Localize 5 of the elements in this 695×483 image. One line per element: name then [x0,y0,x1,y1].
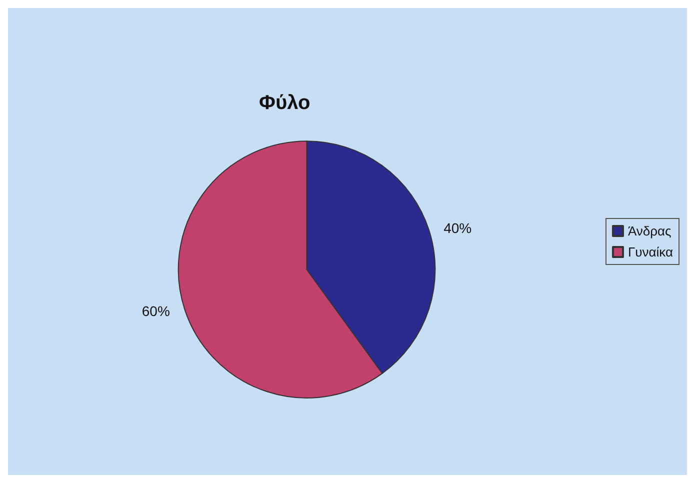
data-label: 40% [444,220,472,236]
legend-label: Γυναίκα [628,244,674,260]
chart-title: Φύλο [259,92,310,114]
data-label: 60% [142,303,170,320]
legend-label: Άνδρας [628,224,672,238]
